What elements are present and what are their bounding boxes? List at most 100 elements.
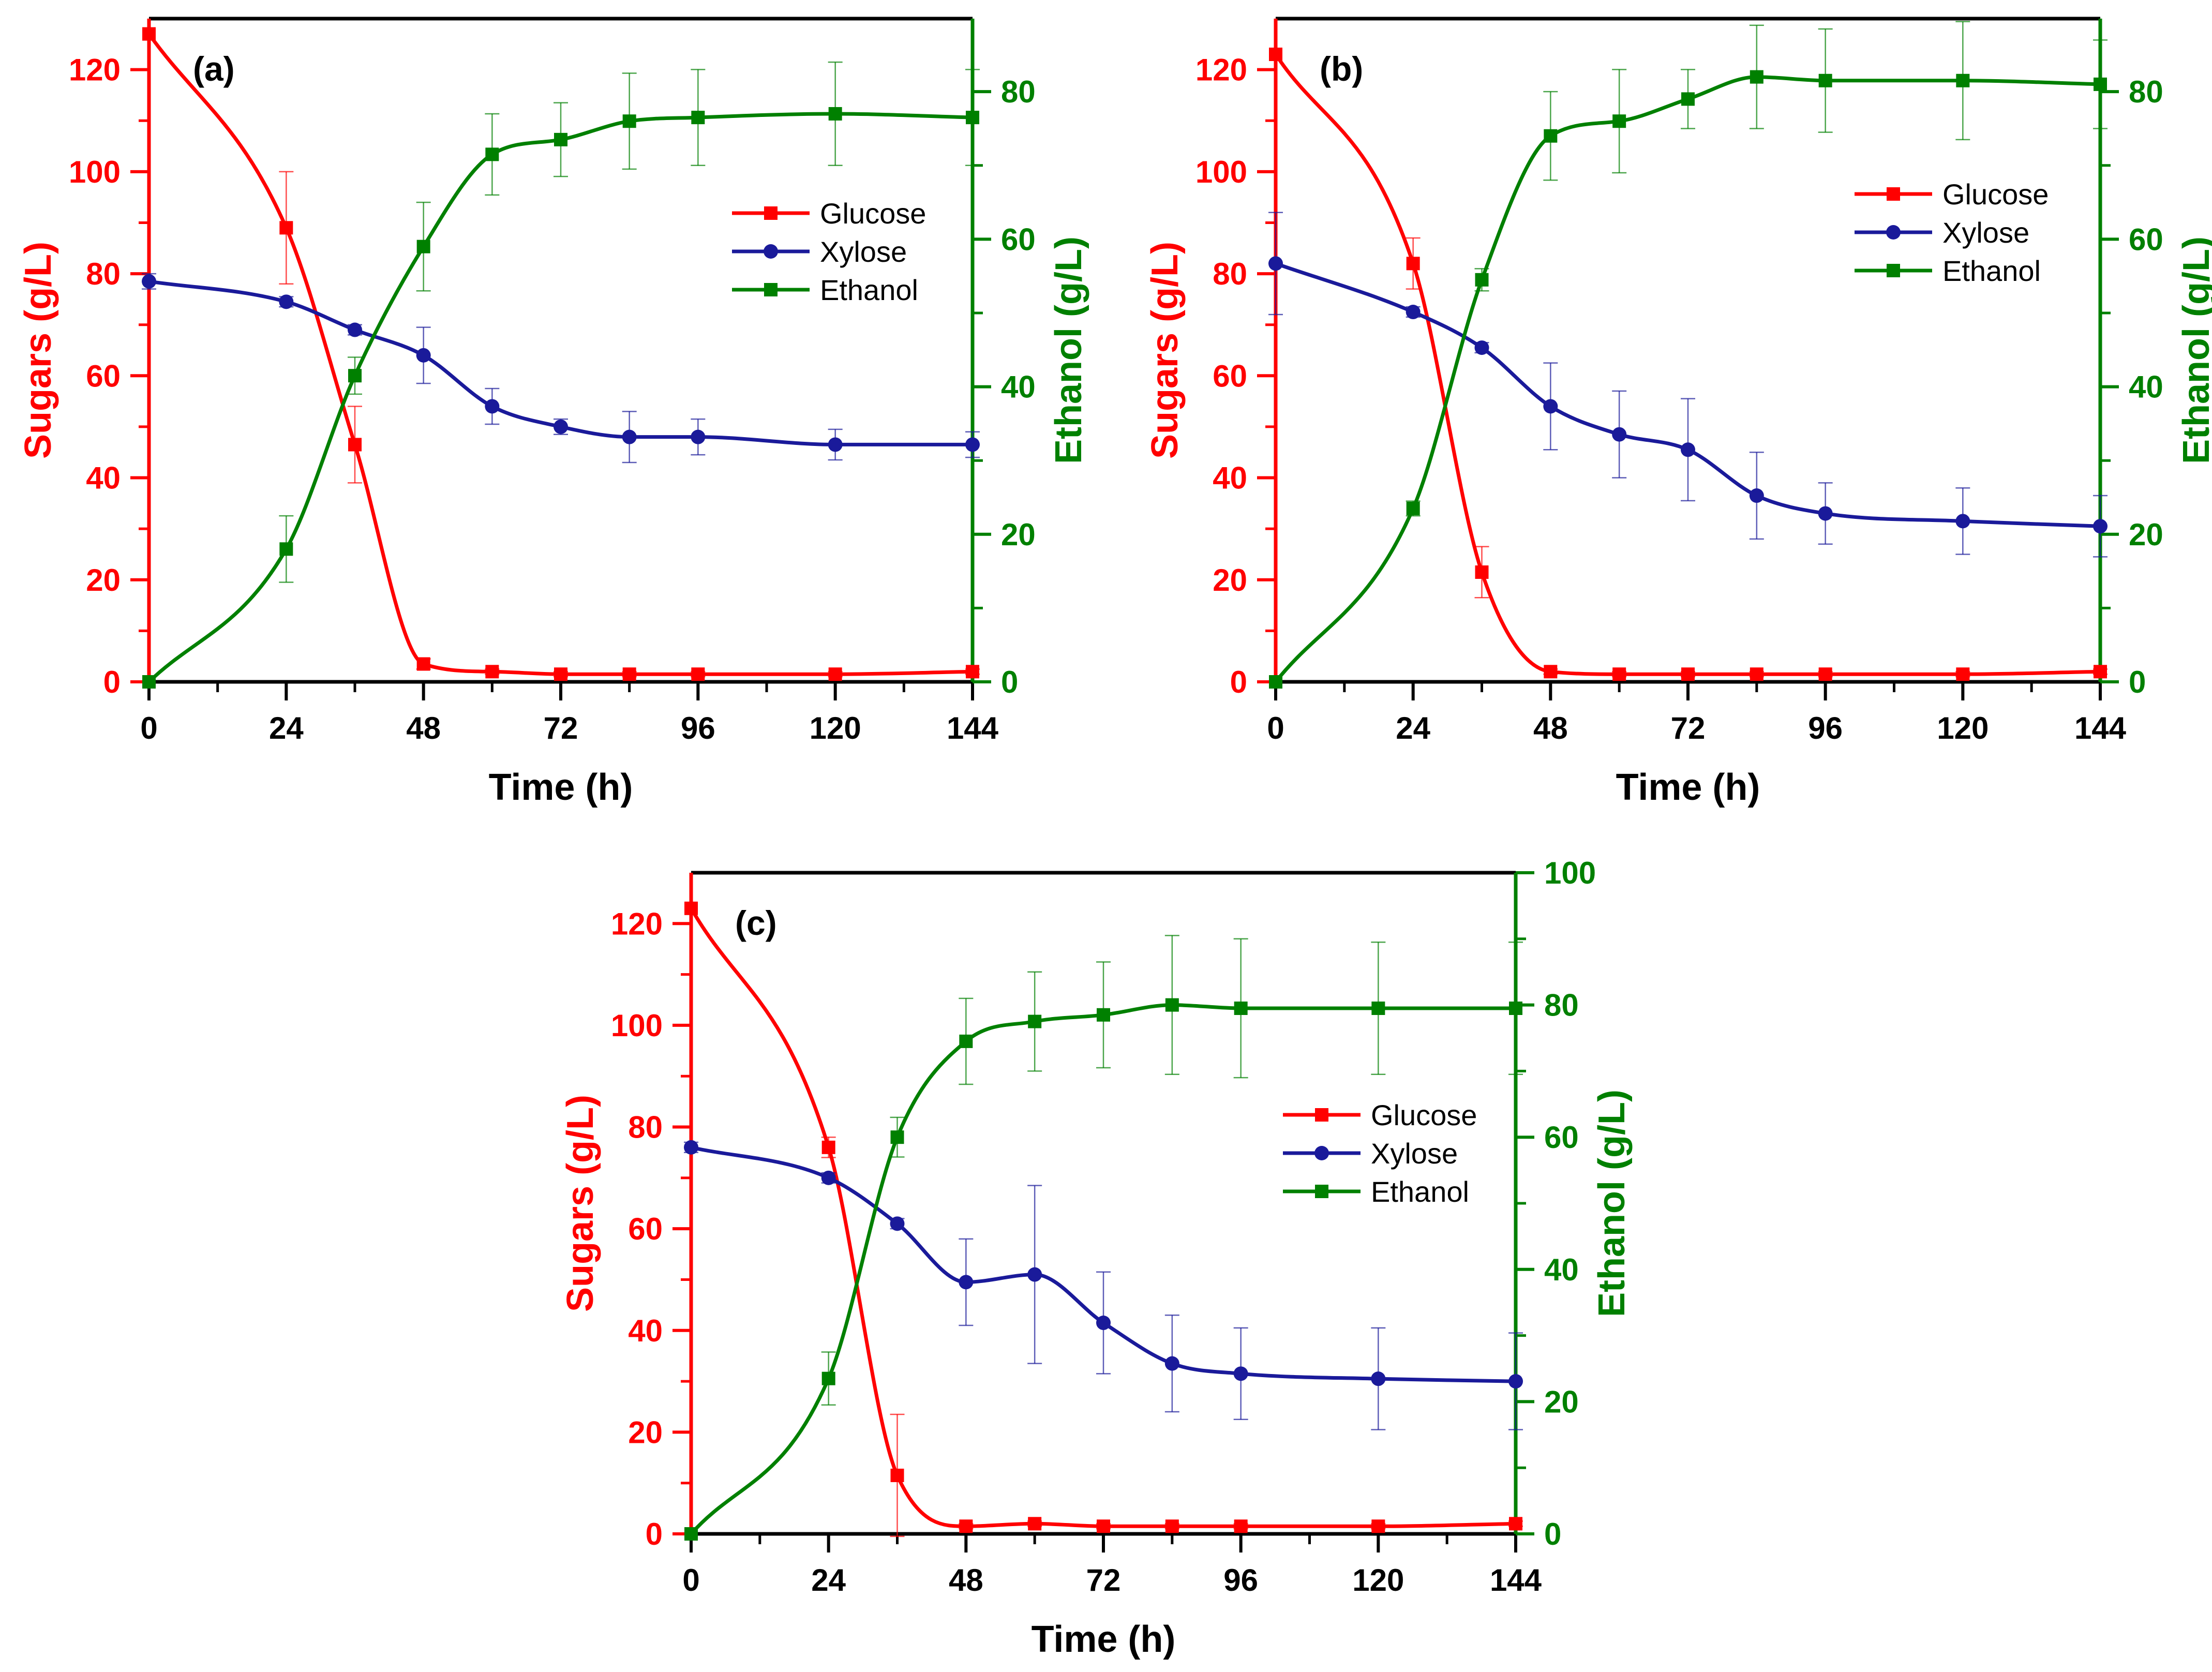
- x-tick-label: 24: [269, 711, 304, 745]
- y-left-tick-label: 20: [628, 1415, 663, 1450]
- data-point: [485, 399, 500, 414]
- y-left-tick-label: 120: [1195, 53, 1247, 87]
- x-tick-label: 144: [2074, 711, 2127, 745]
- y-right-tick-label: 60: [1544, 1120, 1579, 1155]
- x-tick-label: 72: [544, 711, 578, 745]
- y-right-tick-label: 40: [1544, 1252, 1579, 1287]
- legend-marker: [764, 244, 778, 259]
- data-point: [1371, 1519, 1385, 1533]
- legend-marker: [1887, 187, 1900, 201]
- data-point: [959, 1275, 974, 1290]
- data-point: [1681, 667, 1695, 681]
- data-point: [142, 27, 156, 41]
- y-right-tick-label: 20: [1544, 1384, 1579, 1419]
- series-line: [690, 1003, 1516, 1535]
- y-right-tick-label: 20: [1001, 517, 1036, 552]
- data-point: [890, 1130, 904, 1144]
- panel-label: (b): [1320, 50, 1363, 88]
- y-left-tick-label: 40: [628, 1313, 663, 1348]
- series-xylose: [1268, 212, 2108, 558]
- x-tick-label: 120: [1937, 711, 1989, 745]
- series-line: [1274, 75, 2101, 683]
- legend-marker: [1315, 1108, 1328, 1122]
- x-tick-label: 96: [1808, 711, 1843, 745]
- data-point: [1612, 114, 1626, 128]
- x-tick-label: 48: [949, 1563, 983, 1598]
- y-right-tick-label: 0: [1001, 665, 1018, 699]
- data-point: [1097, 1008, 1110, 1022]
- series-line: [1275, 262, 2101, 528]
- data-point: [1165, 1519, 1179, 1533]
- data-point: [2094, 665, 2107, 679]
- y-right-tick-label: 0: [1544, 1517, 1561, 1551]
- data-point: [1956, 73, 1970, 87]
- data-point: [1612, 667, 1626, 681]
- data-point: [622, 429, 637, 444]
- data-point: [554, 667, 567, 681]
- x-tick-label: 24: [1396, 711, 1430, 745]
- x-axis-title: Time (h): [1032, 1619, 1176, 1660]
- y-left-tick-label: 0: [103, 665, 121, 699]
- data-point: [966, 665, 979, 679]
- series-glucose: [1269, 48, 2108, 681]
- series-line: [148, 279, 973, 446]
- panel-label: (c): [735, 904, 777, 942]
- data-point: [1234, 1001, 1248, 1015]
- x-tick-label: 48: [406, 711, 441, 745]
- data-point: [691, 429, 706, 444]
- data-point: [1164, 1356, 1179, 1371]
- data-point: [1234, 1519, 1248, 1533]
- y-left-tick-label: 20: [86, 563, 121, 598]
- data-point: [1027, 1267, 1042, 1282]
- y-left-tick-label: 0: [646, 1517, 663, 1551]
- data-point: [1269, 48, 1282, 62]
- x-axis-title: Time (h): [1616, 767, 1760, 808]
- x-tick-label: 120: [810, 711, 861, 745]
- y-left-axis-title: Sugars (g/L): [1144, 242, 1186, 459]
- data-point: [1543, 399, 1558, 414]
- data-point: [1028, 1014, 1042, 1028]
- data-point: [1509, 1001, 1522, 1015]
- y-left-tick-label: 0: [1230, 665, 1247, 699]
- legend: Glucose Xylose Ethanol: [1283, 1099, 1477, 1208]
- data-point: [1750, 70, 1763, 84]
- data-point: [1165, 998, 1179, 1012]
- data-point: [890, 1216, 905, 1231]
- y-left-tick-label: 100: [611, 1008, 663, 1043]
- data-point: [1818, 73, 1832, 87]
- y-left-tick-label: 100: [69, 155, 121, 189]
- y-left-tick-label: 40: [86, 461, 121, 496]
- y-right-tick-label: 60: [2129, 222, 2163, 257]
- legend-label: Ethanol: [1371, 1175, 1469, 1208]
- data-point: [691, 667, 705, 681]
- data-point: [554, 132, 567, 146]
- y-right-tick-label: 60: [1001, 222, 1036, 257]
- data-point: [821, 1140, 835, 1154]
- data-point: [1818, 506, 1833, 521]
- y-right-tick-label: 80: [1001, 74, 1036, 109]
- series-glucose: [142, 27, 980, 681]
- data-point: [142, 274, 156, 289]
- data-point: [959, 1034, 973, 1048]
- data-point: [1544, 129, 1558, 143]
- data-point: [348, 322, 362, 337]
- x-tick-label: 120: [1352, 1563, 1404, 1598]
- data-point: [1371, 1371, 1386, 1386]
- legend-label: Xylose: [1942, 216, 2029, 249]
- data-point: [1268, 256, 1283, 271]
- data-point: [2093, 519, 2108, 534]
- data-point: [1955, 514, 1970, 529]
- data-point: [279, 294, 294, 309]
- data-point: [684, 1527, 698, 1541]
- data-point: [1818, 667, 1832, 681]
- data-point: [1509, 1517, 1522, 1531]
- data-point: [1406, 305, 1421, 320]
- series-xylose: [684, 1140, 1523, 1430]
- y-left-tick-label: 80: [1213, 257, 1247, 291]
- legend-label: Ethanol: [1942, 255, 2041, 287]
- panel-label: (a): [193, 50, 235, 88]
- data-point: [959, 1519, 973, 1533]
- legend: Glucose Xylose Ethanol: [1855, 178, 2049, 287]
- legend-marker: [764, 283, 778, 296]
- data-point: [279, 542, 293, 556]
